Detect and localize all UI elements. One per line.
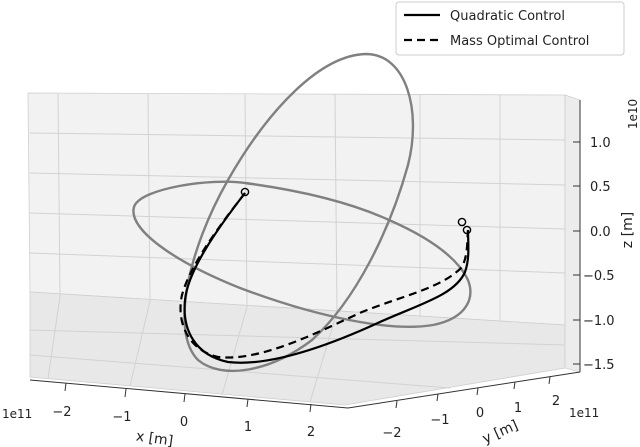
z-tick-label: 0.0 <box>590 225 611 240</box>
x-tick <box>309 403 312 413</box>
arrival-marker-1 <box>457 217 467 227</box>
axis-lines <box>29 100 581 409</box>
grid-v-1 <box>57 93 61 297</box>
grid-floor-1 <box>47 295 61 380</box>
grid-floor-2 <box>129 300 151 387</box>
grid-floor-5 <box>29 329 566 346</box>
z-axis-offset: 1e10 <box>626 99 640 129</box>
y-axis-label: y [m] <box>480 417 521 447</box>
y-tick <box>513 381 516 390</box>
z-tick-label: −1.0 <box>583 314 615 329</box>
grid-v-3 <box>244 93 248 308</box>
orbit-inner <box>183 52 415 373</box>
legend-frame <box>395 1 625 56</box>
z-tick-label: 0.5 <box>590 180 611 195</box>
x-tick <box>124 388 127 398</box>
z-tick-label: −1.5 <box>583 358 615 373</box>
z-axis-label: z [m] <box>620 212 636 248</box>
z-tick-label: −0.5 <box>583 269 615 284</box>
z-axis: 1.0 0.5 0.0 −0.5 −1.0 −1.5 z [m] 1e10 <box>573 99 640 373</box>
grid-h-4 <box>29 252 566 274</box>
grid-v-2 <box>147 93 151 302</box>
legend-label: Quadratic Control <box>450 9 565 24</box>
x-tick-label: −1 <box>112 410 131 425</box>
x-tick-label: 2 <box>307 425 315 440</box>
y-axis-line <box>347 371 581 409</box>
markers <box>240 187 472 235</box>
grid-floor-3 <box>221 306 248 396</box>
x-tick-label: 0 <box>180 415 188 430</box>
orbits <box>132 52 472 373</box>
back-pane <box>27 92 566 326</box>
y-tick <box>548 376 551 385</box>
floor-pane <box>29 291 566 406</box>
y-axis-offset: 1e11 <box>569 406 599 420</box>
x-tick-label: 1 <box>244 420 252 435</box>
x-axis: −2 −1 0 1 2 x [m] 1e11 <box>2 382 315 447</box>
arrival-marker-2 <box>462 225 472 235</box>
grid-h-2 <box>29 172 566 186</box>
legend: Quadratic Control Mass Optimal Control <box>395 1 625 56</box>
x-axis-line <box>29 379 349 409</box>
z-tick-label: 1.0 <box>590 136 611 151</box>
grid-v-4 <box>334 93 338 313</box>
y-tick-label: 0 <box>476 406 484 421</box>
grid-floor-4 <box>309 311 338 403</box>
departure-marker <box>240 187 250 197</box>
trajectories <box>179 192 470 364</box>
y-tick-label: −1 <box>430 413 449 428</box>
axes-panes <box>27 92 581 406</box>
legend-label: Mass Optimal Control <box>450 34 589 49</box>
x-tick-label: −2 <box>52 405 71 420</box>
y-tick-label: −2 <box>382 426 401 441</box>
y-tick-label: 1 <box>514 401 522 416</box>
quadratic-trajectory <box>183 192 470 364</box>
x-tick <box>183 393 186 403</box>
x-axis-offset: 1e11 <box>2 407 32 421</box>
right-pane <box>564 94 581 373</box>
x-axis-label: x [m] <box>135 429 174 447</box>
y-tick <box>395 400 398 409</box>
x-tick <box>64 382 67 392</box>
y-tick <box>476 387 479 396</box>
y-tick-label: 2 <box>552 394 560 409</box>
grid-h-3 <box>29 212 566 230</box>
grid-h-1 <box>29 132 566 141</box>
y-tick <box>436 393 439 402</box>
x-tick <box>246 398 249 408</box>
